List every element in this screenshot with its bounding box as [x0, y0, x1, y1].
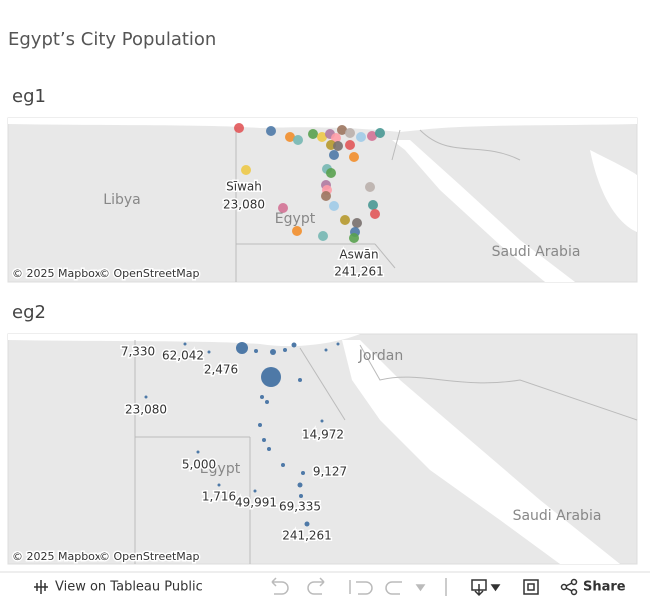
city-dot [144, 395, 148, 399]
city-dot [254, 349, 258, 353]
city-dot [329, 150, 339, 160]
city-dot [370, 209, 380, 219]
city-dot [345, 140, 355, 150]
city-label: 9,127 [313, 465, 347, 479]
city-dot [337, 125, 347, 135]
city-dot [283, 348, 287, 352]
city-label: 241,261 [334, 265, 384, 279]
city-label: Sīwah [226, 180, 262, 194]
city-label: 49,991 [235, 496, 277, 510]
city-dot [258, 423, 262, 427]
city-label: Aswān [339, 248, 378, 262]
city-dot [265, 400, 269, 404]
map-label: Egypt [275, 211, 316, 227]
city-label: 14,972 [302, 428, 344, 442]
city-label: 5,000 [182, 458, 216, 472]
city-label: 241,261 [282, 529, 332, 543]
undo-redo [271, 577, 447, 596]
map-label: Saudi Arabia [513, 508, 602, 524]
share-icon[interactable] [560, 578, 578, 596]
city-dot [261, 367, 281, 387]
city-dot [304, 521, 310, 527]
toolbar: View on Tableau Public Share [0, 571, 650, 597]
city-dot [331, 133, 341, 143]
city-dot [266, 126, 276, 136]
city-dot [321, 191, 331, 201]
city-label: 7,330 [121, 345, 155, 359]
city-dot [262, 438, 266, 442]
city-label: 1,716 [202, 490, 236, 504]
city-dot [241, 165, 251, 175]
attribution: © 2025 Mapbox [12, 267, 102, 280]
city-dot [299, 494, 303, 498]
city-dot [253, 489, 257, 493]
city-dot [196, 450, 200, 454]
city-dot [308, 129, 318, 139]
city-dot [291, 342, 297, 348]
city-dot [356, 132, 366, 142]
city-dot [320, 419, 324, 423]
city-dot [298, 378, 302, 382]
city-dot [297, 482, 303, 488]
city-dot [236, 342, 248, 354]
city-dot [365, 182, 375, 192]
city-dot [375, 128, 385, 138]
map-label: Egypt [200, 461, 241, 477]
sheet-title: eg2 [12, 302, 46, 323]
sheet-title: eg1 [12, 86, 46, 107]
city-dot [345, 128, 355, 138]
city-dot [367, 131, 377, 141]
city-dot [329, 201, 339, 211]
city-dot [285, 132, 295, 142]
download-button[interactable] [471, 579, 501, 597]
attribution: © OpenStreetMap [99, 267, 200, 280]
map-label: Jordan [358, 348, 404, 364]
city-dot [326, 168, 336, 178]
city-dot [336, 342, 340, 346]
city-dot [293, 135, 303, 145]
city-dot [270, 349, 276, 355]
city-dot [368, 200, 378, 210]
city-dot [318, 231, 328, 241]
fullscreen-button[interactable] [523, 579, 539, 595]
city-dot [217, 483, 221, 487]
attribution: © 2025 Mapbox [12, 550, 102, 563]
city-label: 69,335 [279, 500, 321, 514]
city-dot [317, 132, 327, 142]
map-label: Libya [103, 192, 140, 208]
dashboard-title: Egypt’s City Population [8, 29, 216, 50]
city-dot [207, 350, 211, 354]
map-label: Saudi Arabia [492, 244, 581, 260]
city-dot [234, 123, 244, 133]
city-label: 23,080 [125, 403, 167, 417]
city-dot [349, 152, 359, 162]
city-dot [281, 463, 285, 467]
attribution: © OpenStreetMap [99, 550, 200, 563]
city-dot [301, 471, 305, 475]
city-dot [349, 233, 359, 243]
tableau-icon [34, 580, 48, 594]
city-label: 23,080 [223, 198, 265, 212]
city-dot [324, 348, 328, 352]
city-dot [292, 226, 302, 236]
city-dot [352, 218, 362, 228]
city-dot [340, 215, 350, 225]
city-label: 62,042 [162, 349, 204, 363]
share-button[interactable]: Share [583, 580, 626, 595]
map[interactable] [7, 333, 638, 565]
city-label: 2,476 [204, 363, 238, 377]
city-dot [267, 447, 271, 451]
view-link[interactable]: View on Tableau Public [55, 580, 203, 595]
city-dot [333, 141, 343, 151]
city-dot [260, 395, 264, 399]
city-dot [183, 342, 187, 346]
map[interactable] [7, 117, 638, 283]
city-dot [278, 203, 288, 213]
